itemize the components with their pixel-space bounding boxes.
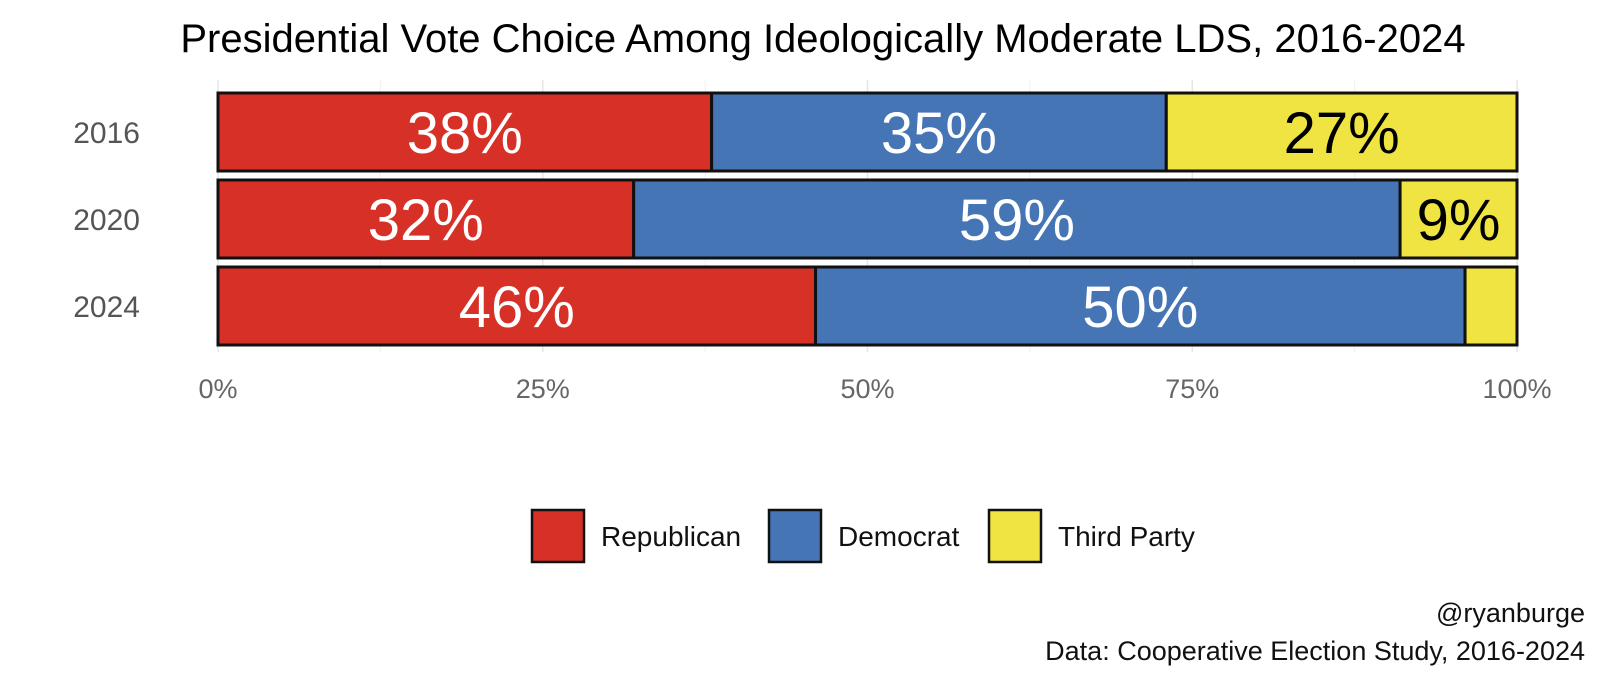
x-tick-label: 75% (1165, 374, 1219, 404)
data-label: 38% (407, 101, 523, 166)
legend-label: Third Party (1058, 521, 1195, 552)
caption-handle: @ryanburge (1436, 598, 1585, 628)
bar-third-party-2024 (1463, 265, 1519, 347)
y-tick-label: 2020 (73, 204, 140, 237)
bar-third-party-2020 (1398, 178, 1519, 260)
data-label: 35% (881, 101, 997, 166)
data-label: 9% (1417, 188, 1501, 253)
data-label: 59% (959, 188, 1075, 253)
y-axis: 2016 2020 2024 (73, 117, 140, 324)
bar-third-party-2016 (1164, 91, 1519, 173)
x-tick-label: 25% (516, 374, 570, 404)
y-tick-label: 2016 (73, 117, 140, 150)
legend-label: Republican (601, 521, 741, 552)
caption-source: Data: Cooperative Election Study, 2016-2… (1045, 636, 1585, 666)
x-tick-label: 50% (840, 374, 894, 404)
data-label: 32% (368, 188, 484, 253)
legend-label: Democrat (838, 521, 960, 552)
chart-title: Presidential Vote Choice Among Ideologic… (180, 17, 1465, 61)
legend: Republican Democrat Third Party (530, 508, 1195, 564)
legend-swatch-republican (530, 508, 586, 564)
bar-republican-2024 (216, 265, 818, 347)
data-label: 27% (1284, 101, 1400, 166)
data-label: 50% (1082, 275, 1198, 340)
x-tick-label: 0% (198, 374, 237, 404)
legend-swatch-democrat (767, 508, 823, 564)
bars: 38% 35% 27% 32% 59% 9% 46% 50% (216, 91, 1519, 347)
x-axis: 0% 25% 50% 75% 100% (198, 374, 1551, 404)
bar-democrat-2016 (710, 91, 1168, 173)
bar-democrat-2020 (632, 178, 1402, 260)
y-tick-label: 2024 (73, 291, 140, 324)
legend-swatch-third-party (987, 508, 1043, 564)
bar-republican-2020 (216, 178, 636, 260)
data-label: 46% (459, 275, 575, 340)
bar-democrat-2024 (814, 265, 1467, 347)
x-tick-label: 100% (1482, 374, 1551, 404)
